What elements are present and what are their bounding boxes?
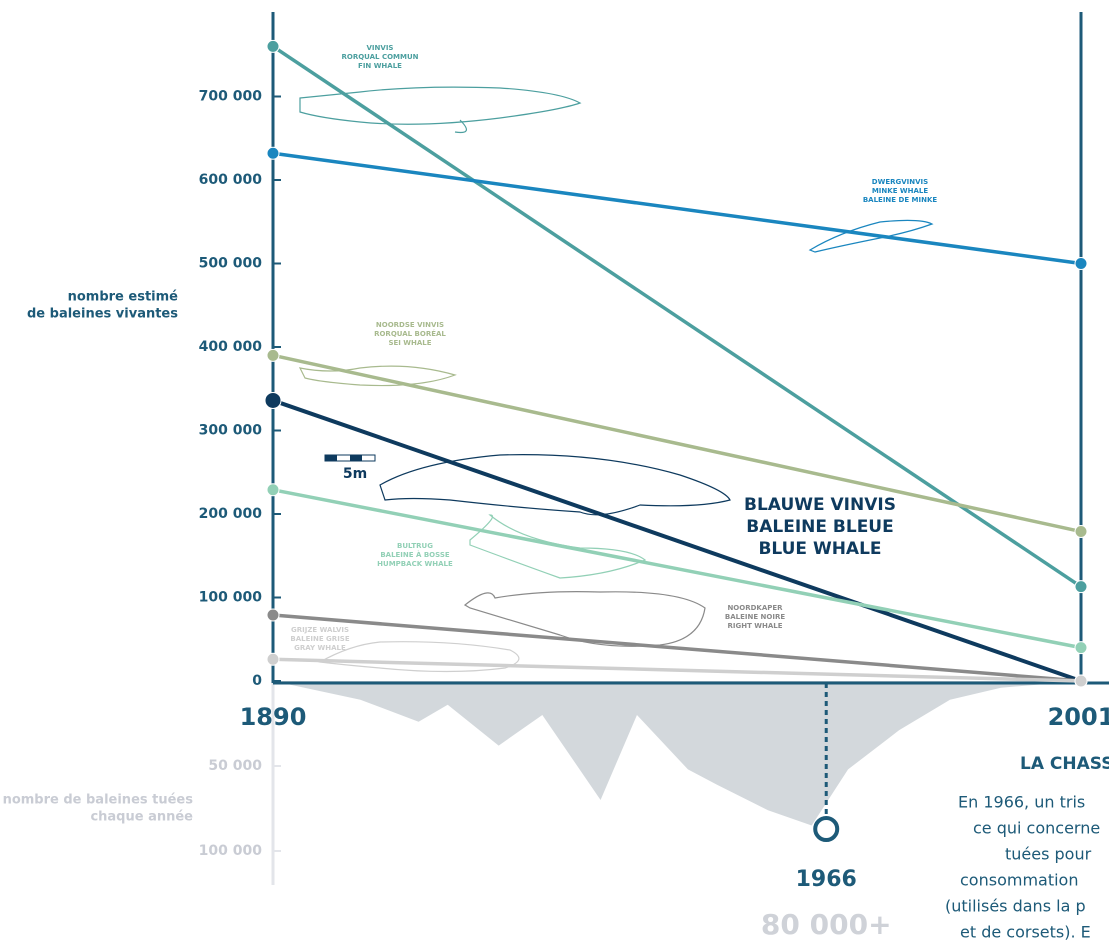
series-label: FIN WHALE bbox=[358, 62, 402, 70]
whale-blue bbox=[379, 454, 731, 516]
series-label: BLAUWE VINVIS bbox=[744, 495, 896, 515]
y-tick-label: 700 000 bbox=[199, 89, 263, 105]
series-label: VINVIS bbox=[367, 44, 394, 52]
side-line: et de corsets). E bbox=[960, 923, 1091, 942]
y-axis-label: nombre estimé bbox=[68, 290, 179, 305]
series-line bbox=[272, 353, 1082, 534]
y-tick-label: 400 000 bbox=[199, 339, 263, 355]
series-label: BALEINE À BOSSE bbox=[380, 550, 450, 559]
whale-minke bbox=[808, 219, 934, 253]
series-label: RIGHT WHALE bbox=[727, 622, 782, 630]
peak-value: 80 000+ bbox=[761, 908, 892, 941]
point bbox=[266, 483, 280, 497]
y-tick-label: 500 000 bbox=[199, 256, 263, 272]
point bbox=[266, 652, 280, 666]
whale-fin bbox=[299, 86, 582, 134]
point bbox=[264, 391, 282, 409]
y-tick-label: 200 000 bbox=[199, 506, 263, 522]
point bbox=[1074, 525, 1088, 539]
peak-marker bbox=[813, 816, 840, 842]
side-title: LA CHASS bbox=[1020, 754, 1109, 774]
point bbox=[266, 348, 280, 362]
series-label: NOORDSE VINVIS bbox=[376, 321, 444, 329]
side-line: consommation bbox=[960, 871, 1078, 890]
series-line bbox=[272, 398, 1082, 683]
series-label: SEI WHALE bbox=[388, 339, 431, 347]
kills-layer bbox=[273, 681, 1081, 826]
y-tick-label: 0 bbox=[252, 673, 262, 689]
series-label: BALEINE GRISE bbox=[290, 635, 349, 643]
side-line: tuées pour bbox=[1005, 845, 1092, 864]
whale-sei bbox=[298, 365, 457, 387]
series-label: DWERGVINVIS bbox=[872, 178, 928, 186]
series-line bbox=[272, 151, 1082, 266]
series-label: BALEINE BLEUE bbox=[746, 517, 893, 537]
x-tick-label: 2001 bbox=[1048, 703, 1109, 731]
series-line bbox=[272, 44, 1082, 589]
point bbox=[1074, 580, 1088, 594]
whale-drawings bbox=[298, 86, 934, 673]
series-label: BALEINE DE MINKE bbox=[863, 196, 938, 204]
series-label: HUMPBACK WHALE bbox=[377, 560, 453, 568]
y-tick-label: 100 000 bbox=[199, 590, 263, 606]
whale-gray bbox=[318, 641, 520, 673]
y-tick-label: 600 000 bbox=[199, 172, 263, 188]
point bbox=[266, 146, 280, 160]
point bbox=[1074, 257, 1088, 270]
series-line bbox=[272, 613, 1082, 683]
side-line: En 1966, un tris bbox=[958, 793, 1085, 812]
scale-seg bbox=[350, 455, 362, 461]
scale-label: 5m bbox=[343, 466, 367, 482]
series-label: BULTRUG bbox=[397, 542, 433, 550]
point bbox=[1074, 641, 1088, 655]
point bbox=[266, 39, 280, 53]
whale-humpback bbox=[469, 514, 647, 579]
kills-tick-label: 100 000 bbox=[199, 843, 263, 859]
y-axis-label: de baleines vivantes bbox=[27, 307, 178, 322]
side-line: (utilisés dans la p bbox=[945, 897, 1086, 916]
series-label: BALEINE NOIRE bbox=[725, 613, 785, 621]
series-label: RORQUAL COMMUN bbox=[341, 53, 418, 61]
scale-seg bbox=[325, 455, 337, 461]
point bbox=[266, 608, 280, 622]
series-label: MINKE WHALE bbox=[872, 187, 929, 195]
kills-tick-label: 50 000 bbox=[208, 758, 262, 774]
y-tick-label: 300 000 bbox=[199, 423, 263, 439]
series-line bbox=[272, 657, 1082, 683]
kills-axis-label: nombre de baleines tuées bbox=[3, 793, 194, 808]
x-tick-label: 1890 bbox=[240, 703, 307, 731]
peak-year: 1966 bbox=[796, 867, 857, 892]
series-label: RORQUAL BORÉAL bbox=[374, 329, 446, 338]
point bbox=[1074, 674, 1088, 688]
kills-area bbox=[273, 681, 1081, 826]
scale-bar: 5m bbox=[324, 454, 376, 482]
series-line bbox=[272, 488, 1082, 650]
series-label: BLUE WHALE bbox=[758, 539, 881, 559]
series-label: GRIJZE WALVIS bbox=[291, 626, 349, 634]
side-line: ce qui concerne bbox=[973, 819, 1100, 838]
series-label: GRAY WHALE bbox=[294, 644, 346, 652]
kills-axis-label: chaque année bbox=[90, 810, 193, 825]
whale-right bbox=[463, 591, 706, 647]
series-label: NOORDKAPER bbox=[727, 604, 783, 612]
